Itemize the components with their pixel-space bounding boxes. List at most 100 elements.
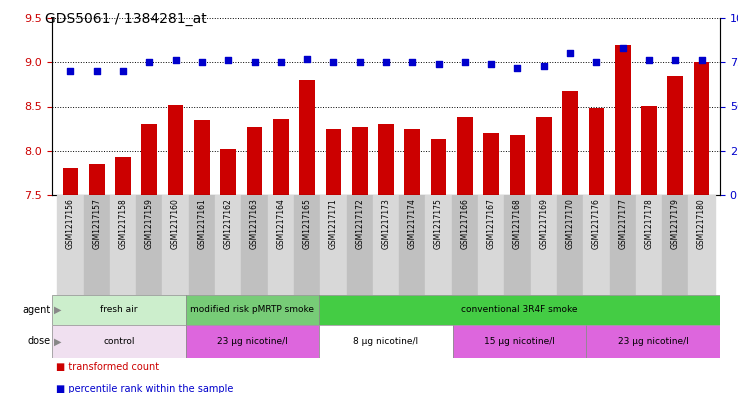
Text: 8 μg nicotine/l: 8 μg nicotine/l	[354, 337, 418, 346]
Bar	[320, 325, 453, 358]
Bar	[268, 195, 294, 295]
Text: GSM1217158: GSM1217158	[119, 198, 128, 249]
Bar	[194, 120, 210, 195]
Text: modified risk pMRTP smoke: modified risk pMRTP smoke	[190, 305, 314, 314]
Bar	[347, 195, 373, 295]
Point	[91, 68, 103, 74]
Bar	[536, 117, 552, 195]
Bar	[557, 195, 583, 295]
Text: GSM1217178: GSM1217178	[644, 198, 653, 249]
Text: fresh air: fresh air	[100, 305, 137, 314]
Bar	[115, 157, 131, 195]
Bar	[453, 325, 587, 358]
Bar	[425, 195, 452, 295]
Bar	[189, 195, 215, 295]
Text: GSM1217167: GSM1217167	[486, 198, 496, 249]
Text: GSM1217175: GSM1217175	[434, 198, 443, 249]
Bar	[399, 195, 425, 295]
Bar	[185, 295, 320, 325]
Bar	[294, 195, 320, 295]
Point	[538, 62, 550, 69]
Point	[696, 57, 708, 64]
Text: GSM1217170: GSM1217170	[565, 198, 575, 249]
Bar	[641, 107, 657, 195]
Point	[407, 59, 418, 65]
Bar	[510, 135, 525, 195]
Bar	[136, 195, 162, 295]
Bar	[378, 124, 394, 195]
Bar	[299, 80, 315, 195]
Bar	[320, 195, 347, 295]
Bar	[162, 195, 189, 295]
Bar	[457, 117, 473, 195]
Point	[486, 61, 497, 67]
Point	[354, 59, 365, 65]
Point	[669, 57, 681, 64]
Bar	[110, 195, 136, 295]
Bar	[583, 195, 610, 295]
Point	[249, 59, 261, 65]
Text: GSM1217179: GSM1217179	[671, 198, 680, 249]
Point	[64, 68, 76, 74]
Bar	[89, 164, 105, 195]
Bar	[168, 105, 184, 195]
Text: GSM1217168: GSM1217168	[513, 198, 522, 249]
Text: GSM1217162: GSM1217162	[224, 198, 232, 249]
Bar	[142, 124, 157, 195]
Bar	[63, 169, 78, 195]
Bar	[504, 195, 531, 295]
Text: ■ transformed count: ■ transformed count	[55, 362, 159, 372]
Point	[380, 59, 392, 65]
Text: GSM1217169: GSM1217169	[539, 198, 548, 249]
Text: control: control	[103, 337, 134, 346]
Text: agent: agent	[22, 305, 50, 315]
Text: GSM1217164: GSM1217164	[276, 198, 286, 249]
Text: 23 μg nicotine/l: 23 μg nicotine/l	[618, 337, 689, 346]
Point	[222, 57, 234, 64]
Bar	[662, 195, 689, 295]
Bar	[478, 195, 504, 295]
Text: ■ percentile rank within the sample: ■ percentile rank within the sample	[55, 384, 233, 393]
Text: GSM1217159: GSM1217159	[145, 198, 154, 249]
Bar	[215, 195, 241, 295]
Point	[617, 45, 629, 51]
Bar	[58, 195, 83, 295]
Point	[511, 64, 523, 71]
Point	[143, 59, 155, 65]
Text: GSM1217171: GSM1217171	[329, 198, 338, 249]
Text: dose: dose	[27, 336, 50, 347]
Bar	[221, 149, 236, 195]
Bar	[273, 119, 289, 195]
Text: GSM1217165: GSM1217165	[303, 198, 311, 249]
Bar	[352, 127, 368, 195]
Point	[564, 50, 576, 57]
Bar	[636, 195, 662, 295]
Bar	[404, 129, 420, 195]
Text: conventional 3R4F smoke: conventional 3R4F smoke	[461, 305, 578, 314]
Bar	[531, 195, 557, 295]
Point	[643, 57, 655, 64]
Bar	[325, 129, 341, 195]
Point	[328, 59, 339, 65]
Bar	[52, 295, 185, 325]
Text: GSM1217180: GSM1217180	[697, 198, 706, 249]
Point	[196, 59, 208, 65]
Bar	[185, 325, 320, 358]
Bar	[588, 108, 604, 195]
Bar	[373, 195, 399, 295]
Bar	[452, 195, 478, 295]
Text: GSM1217176: GSM1217176	[592, 198, 601, 249]
Text: GSM1217161: GSM1217161	[197, 198, 207, 249]
Point	[459, 59, 471, 65]
Text: GSM1217157: GSM1217157	[92, 198, 101, 249]
Bar	[320, 295, 720, 325]
Point	[301, 55, 313, 62]
Text: ▶: ▶	[54, 305, 62, 315]
Point	[275, 59, 286, 65]
Bar	[562, 90, 578, 195]
Bar	[667, 75, 683, 195]
Bar	[587, 325, 720, 358]
Text: GSM1217177: GSM1217177	[618, 198, 627, 249]
Bar	[615, 44, 630, 195]
Bar	[483, 133, 499, 195]
